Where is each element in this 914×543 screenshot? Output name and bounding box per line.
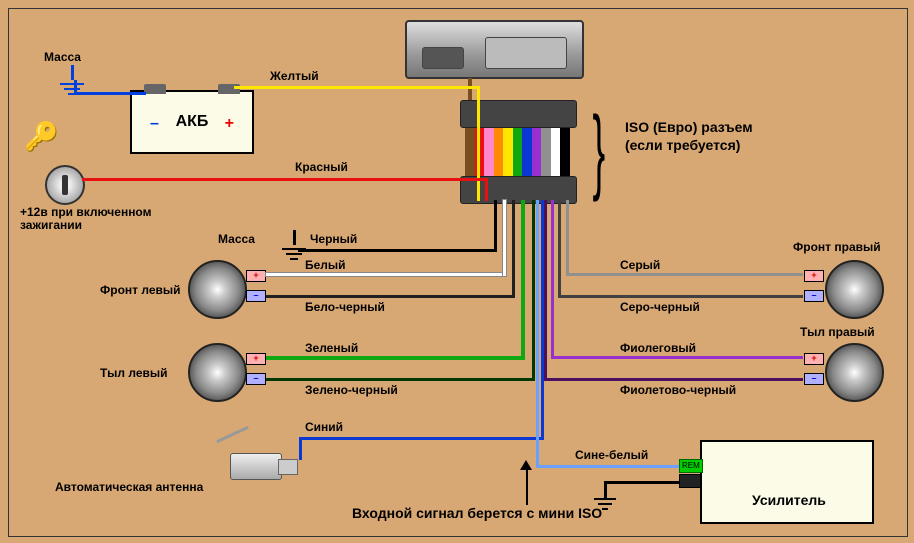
antenna-label: Автоматическая антенна [55, 480, 203, 494]
head-unit [405, 20, 584, 79]
wire-greyblack-v [558, 200, 561, 298]
whiteblack-label: Бело-черный [305, 300, 385, 314]
wire-grey [566, 273, 803, 276]
wire-bluewhite [536, 465, 679, 468]
amp-gnd-terminal [679, 474, 701, 488]
wire-violet [551, 356, 803, 359]
wire-violet-v [551, 200, 554, 359]
green-label: Зеленый [305, 341, 358, 355]
red-label: Красный [295, 160, 348, 174]
speaker-front-right [825, 260, 884, 319]
grey-label: Серый [620, 258, 660, 272]
wire-greenblack [266, 378, 532, 381]
amp-label: Усилитель [752, 492, 826, 508]
yellow-label: Желтый [270, 69, 319, 83]
wire-green-v [521, 200, 525, 360]
wire-blue [299, 437, 541, 440]
speaker-rear-left [188, 343, 247, 402]
note-arrow-line [526, 467, 528, 505]
rl-pos: + [246, 353, 266, 365]
blue-label: Синий [305, 420, 343, 434]
rr-pos: + [804, 353, 824, 365]
wire-gnd [74, 80, 77, 92]
greyblack-label: Серо-черный [620, 300, 700, 314]
black-label: Черный [310, 232, 357, 246]
rl-neg: – [246, 373, 266, 385]
violet-label: Фиолеговый [620, 341, 696, 355]
greenblack-label: Зелено-черный [305, 383, 398, 397]
ground-symbol [60, 65, 84, 95]
gnd3b [598, 503, 612, 505]
wire-white-v [503, 200, 506, 276]
ign-label2: зажигании [20, 218, 82, 232]
wire-red-h [82, 178, 488, 181]
brace-icon: } [593, 100, 606, 200]
mass2-label: Масса [218, 232, 255, 246]
violetblack-label: Фиолетово-черный [620, 383, 736, 397]
ignition-switch [45, 165, 85, 205]
iso-label-1: ISO (Евро) разъем [625, 119, 753, 135]
wire-amp-gnd [607, 481, 679, 484]
ground-symbol-2 [282, 230, 306, 260]
wire-blue-d [299, 437, 302, 460]
wire-black-v [494, 200, 497, 252]
amplifier: Усилитель [700, 440, 874, 524]
wire-greyblack [558, 295, 803, 298]
fl-neg: – [246, 290, 266, 302]
fr-neg: – [804, 290, 824, 302]
wire-violetblack-v [544, 200, 547, 381]
wire-black-h [298, 249, 494, 252]
iso-cable-ribbon [465, 128, 570, 176]
speaker-front-left [188, 260, 247, 319]
battery: – + АКБ [130, 90, 254, 154]
fr-pos: + [804, 270, 824, 282]
wire-yellow-h [234, 86, 480, 89]
white-label: Белый [305, 258, 346, 272]
mass-label: Масса [44, 50, 81, 64]
wire-bluewhite-v [536, 200, 539, 468]
wire-red-v [485, 178, 488, 201]
wire-greenblack-v [532, 200, 535, 381]
wire-whiteblack-v [512, 200, 515, 298]
wire-green [266, 356, 521, 360]
rr-label: Тыл правый [800, 325, 875, 339]
wire-brown [468, 78, 472, 100]
rl-label: Тыл левый [100, 366, 168, 380]
bluewhite-label: Сине-белый [575, 448, 648, 462]
wire-gnd2 [74, 92, 146, 95]
wire-grey-v [566, 200, 569, 276]
rem-text: REM [682, 461, 700, 470]
speaker-rear-right [825, 343, 884, 402]
gnd3c [602, 508, 608, 510]
wire-violetblack [544, 378, 803, 381]
auto-antenna [230, 445, 300, 475]
wire-white [266, 273, 503, 276]
battery-label: АКБ [176, 113, 209, 130]
bottom-note: Входной сигнал берется с мини ISO [352, 505, 602, 521]
gnd3a [594, 498, 616, 500]
wire-yellow-v [477, 86, 480, 201]
iso-label-2: (если требуется) [625, 137, 740, 153]
fl-pos: + [246, 270, 266, 282]
wire-amp-gnd-v [604, 481, 607, 498]
fr-label: Фронт правый [793, 240, 881, 254]
rr-neg: – [804, 373, 824, 385]
wire-whiteblack [266, 295, 512, 298]
ign-label1: +12в при включенном [20, 205, 151, 219]
fl-label: Фронт левый [100, 283, 181, 297]
key-icon: 🔑 [24, 120, 59, 153]
rem-terminal: REM [679, 459, 703, 473]
